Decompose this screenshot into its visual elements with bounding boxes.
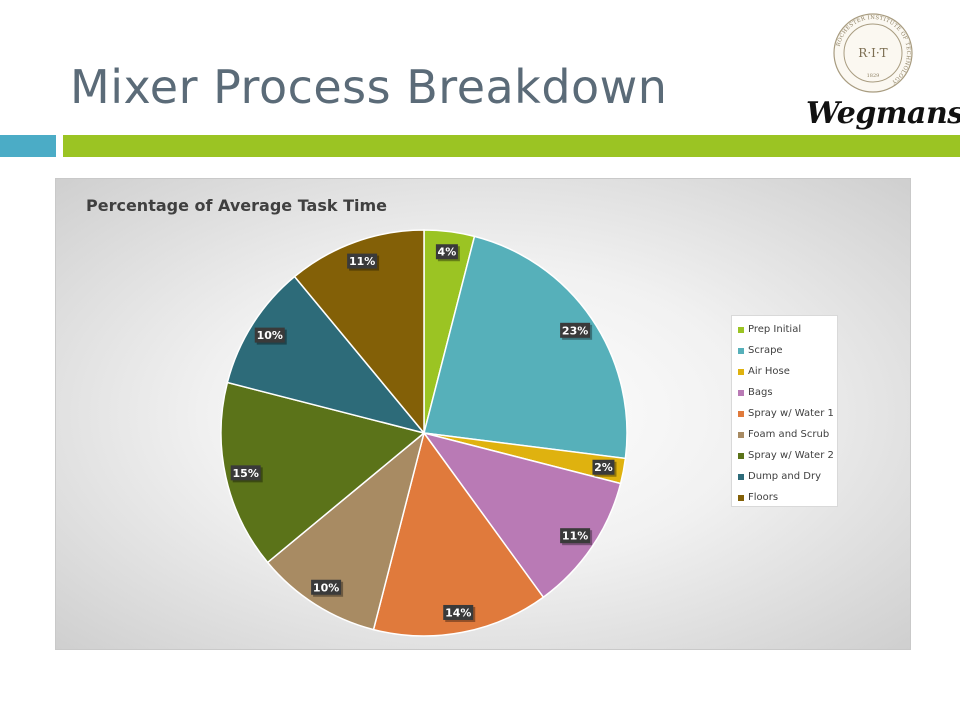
svg-text:2%: 2% bbox=[594, 461, 613, 474]
data-label-dump-and-dry: 10% bbox=[254, 327, 287, 345]
legend-swatch bbox=[738, 347, 744, 354]
legend-label: Spray w/ Water 2 bbox=[748, 450, 834, 461]
chart-area: Percentage of Average Task Time 4% 23% 2% 1… bbox=[55, 178, 911, 650]
legend-label: Spray w/ Water 1 bbox=[748, 408, 834, 419]
legend-label: Prep Initial bbox=[748, 324, 802, 335]
chart-title: Percentage of Average Task Time bbox=[86, 196, 387, 215]
svg-text:R·I·T: R·I·T bbox=[858, 46, 887, 60]
legend-item-spray-w-water-2: Spray w/ Water 2 bbox=[738, 445, 837, 466]
data-label-foam-and-scrub: 10% bbox=[311, 579, 344, 597]
svg-text:15%: 15% bbox=[233, 467, 259, 480]
legend-swatch bbox=[738, 494, 744, 501]
legend-item-prep-initial: Prep Initial bbox=[738, 319, 837, 340]
data-label-spray-w-water-1: 14% bbox=[443, 604, 476, 622]
svg-text:10%: 10% bbox=[313, 581, 339, 594]
svg-text:11%: 11% bbox=[349, 255, 375, 268]
legend-swatch bbox=[738, 410, 744, 417]
accent-bar-green bbox=[63, 135, 960, 157]
data-label-scrape: 23% bbox=[560, 322, 593, 340]
legend-item-bags: Bags bbox=[738, 382, 837, 403]
data-label-spray-w-water-2: 15% bbox=[230, 465, 263, 483]
legend-swatch bbox=[738, 473, 744, 480]
legend-item-foam-and-scrub: Foam and Scrub bbox=[738, 424, 837, 445]
legend-item-floors: Floors bbox=[738, 487, 837, 508]
svg-text:10%: 10% bbox=[257, 329, 283, 342]
legend-item-dump-and-dry: Dump and Dry bbox=[738, 466, 837, 487]
data-label-prep-initial: 4% bbox=[435, 244, 460, 262]
legend-label: Air Hose bbox=[748, 366, 790, 377]
svg-text:1829: 1829 bbox=[867, 73, 880, 79]
rit-seal-logo: ROCHESTER INSTITUTE OF TECHNOLOGY R·I·T … bbox=[833, 13, 913, 93]
pie-slice-dump-and-dry bbox=[226, 275, 427, 435]
pie-slice-spray-w-water-2 bbox=[220, 381, 426, 564]
data-label-floors: 11% bbox=[347, 253, 380, 271]
data-label-bags: 11% bbox=[560, 528, 593, 546]
data-label-air-hose: 2% bbox=[592, 459, 617, 477]
pie-slice-foam-and-scrub bbox=[266, 430, 426, 631]
legend-swatch bbox=[738, 389, 744, 396]
slide-title: Mixer Process Breakdown bbox=[70, 60, 668, 114]
legend-swatch bbox=[738, 326, 744, 333]
legend-item-air-hose: Air Hose bbox=[738, 361, 837, 382]
legend-item-scrape: Scrape bbox=[738, 340, 837, 361]
pie-slice-bags bbox=[422, 431, 622, 599]
svg-text:23%: 23% bbox=[562, 324, 588, 337]
legend-swatch bbox=[738, 452, 744, 459]
legend-label: Bags bbox=[748, 387, 773, 398]
chart-legend: Prep Initial Scrape Air Hose Bags Spray w/ W… bbox=[731, 315, 838, 507]
legend-label: Dump and Dry bbox=[748, 471, 822, 482]
legend-label: Foam and Scrub bbox=[748, 429, 830, 440]
wegmans-logo: Wegmans bbox=[806, 96, 960, 131]
svg-text:4%: 4% bbox=[438, 246, 457, 259]
legend-item-spray-w-water-1: Spray w/ Water 1 bbox=[738, 403, 837, 424]
svg-text:14%: 14% bbox=[445, 606, 471, 619]
pie-slice-floors bbox=[293, 229, 425, 436]
legend-swatch bbox=[738, 368, 744, 375]
pie-slice-scrape bbox=[423, 235, 628, 460]
legend-swatch bbox=[738, 431, 744, 438]
pie-slice-spray-w-water-1 bbox=[372, 431, 545, 637]
legend-label: Floors bbox=[748, 492, 779, 503]
accent-bar-teal bbox=[0, 135, 56, 157]
svg-text:11%: 11% bbox=[562, 530, 588, 543]
pie-chart: 4% 23% 2% 11% 14% 10% 15% 10% 11% bbox=[220, 229, 628, 637]
legend-label: Scrape bbox=[748, 345, 783, 356]
